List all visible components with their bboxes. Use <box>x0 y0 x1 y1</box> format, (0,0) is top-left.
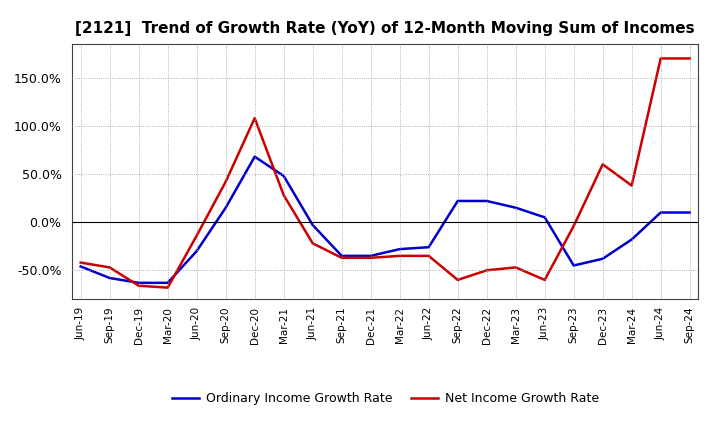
Ordinary Income Growth Rate <box>627 237 636 242</box>
Net Income Growth Rate <box>163 285 172 290</box>
Ordinary Income Growth Rate <box>424 245 433 250</box>
Net Income Growth Rate <box>105 265 114 270</box>
Ordinary Income Growth Rate <box>541 215 549 220</box>
Net Income Growth Rate <box>570 224 578 229</box>
Ordinary Income Growth Rate <box>511 205 520 210</box>
Net Income Growth Rate <box>541 277 549 282</box>
Net Income Growth Rate <box>454 277 462 282</box>
Net Income Growth Rate <box>598 162 607 167</box>
Ordinary Income Growth Rate <box>366 253 375 259</box>
Ordinary Income Growth Rate <box>685 210 694 215</box>
Line: Ordinary Income Growth Rate: Ordinary Income Growth Rate <box>81 157 690 283</box>
Ordinary Income Growth Rate <box>76 264 85 269</box>
Ordinary Income Growth Rate <box>221 205 230 210</box>
Ordinary Income Growth Rate <box>482 198 491 204</box>
Net Income Growth Rate <box>192 233 201 238</box>
Ordinary Income Growth Rate <box>598 256 607 261</box>
Net Income Growth Rate <box>279 193 288 198</box>
Ordinary Income Growth Rate <box>163 280 172 286</box>
Ordinary Income Growth Rate <box>192 249 201 254</box>
Net Income Growth Rate <box>511 265 520 270</box>
Net Income Growth Rate <box>657 56 665 61</box>
Ordinary Income Growth Rate <box>454 198 462 204</box>
Ordinary Income Growth Rate <box>570 263 578 268</box>
Ordinary Income Growth Rate <box>279 173 288 179</box>
Legend: Ordinary Income Growth Rate, Net Income Growth Rate: Ordinary Income Growth Rate, Net Income … <box>167 387 603 410</box>
Ordinary Income Growth Rate <box>251 154 259 159</box>
Ordinary Income Growth Rate <box>308 222 317 227</box>
Net Income Growth Rate <box>395 253 404 259</box>
Net Income Growth Rate <box>221 179 230 184</box>
Net Income Growth Rate <box>424 253 433 259</box>
Ordinary Income Growth Rate <box>338 253 346 259</box>
Net Income Growth Rate <box>482 268 491 273</box>
Net Income Growth Rate <box>76 260 85 265</box>
Net Income Growth Rate <box>627 183 636 188</box>
Ordinary Income Growth Rate <box>135 280 143 286</box>
Net Income Growth Rate <box>251 116 259 121</box>
Net Income Growth Rate <box>338 255 346 260</box>
Net Income Growth Rate <box>308 241 317 246</box>
Ordinary Income Growth Rate <box>105 275 114 281</box>
Line: Net Income Growth Rate: Net Income Growth Rate <box>81 59 690 288</box>
Net Income Growth Rate <box>366 255 375 260</box>
Net Income Growth Rate <box>135 283 143 288</box>
Net Income Growth Rate <box>685 56 694 61</box>
Ordinary Income Growth Rate <box>395 246 404 252</box>
Ordinary Income Growth Rate <box>657 210 665 215</box>
Title: [2121]  Trend of Growth Rate (YoY) of 12-Month Moving Sum of Incomes: [2121] Trend of Growth Rate (YoY) of 12-… <box>76 21 695 36</box>
